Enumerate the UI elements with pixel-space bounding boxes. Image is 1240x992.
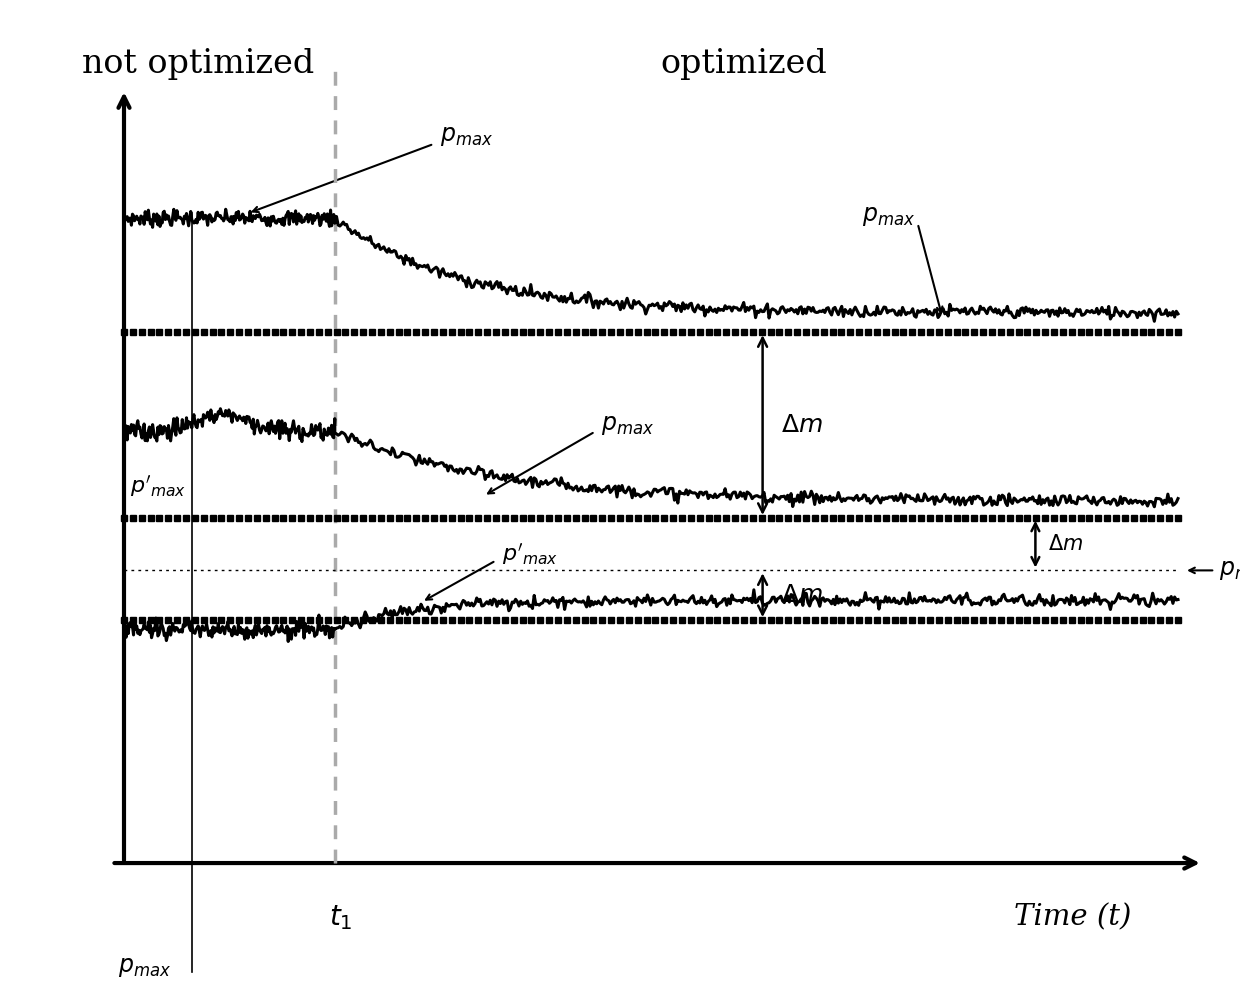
Text: $\Delta m$: $\Delta m$ xyxy=(781,583,823,607)
Text: $p_{max}$: $p_{max}$ xyxy=(862,204,915,228)
Text: $p'_{max}$: $p'_{max}$ xyxy=(502,542,558,567)
Text: $p_{max}$: $p_{max}$ xyxy=(440,125,494,149)
Text: $\Delta m$: $\Delta m$ xyxy=(1048,534,1083,555)
Text: $p_{max}$: $p_{max}$ xyxy=(601,414,655,437)
Text: $t_1$: $t_1$ xyxy=(330,903,352,932)
Text: $p_{max}$: $p_{max}$ xyxy=(118,955,171,979)
Text: not optimized: not optimized xyxy=(82,49,315,80)
Text: $p_{mean}$: $p_{mean}$ xyxy=(1219,558,1240,582)
Text: $p'_{max}$: $p'_{max}$ xyxy=(130,473,186,499)
Text: Time (t): Time (t) xyxy=(1014,904,1131,931)
Text: $\Delta m$: $\Delta m$ xyxy=(781,414,823,436)
Text: optimized: optimized xyxy=(661,49,827,80)
